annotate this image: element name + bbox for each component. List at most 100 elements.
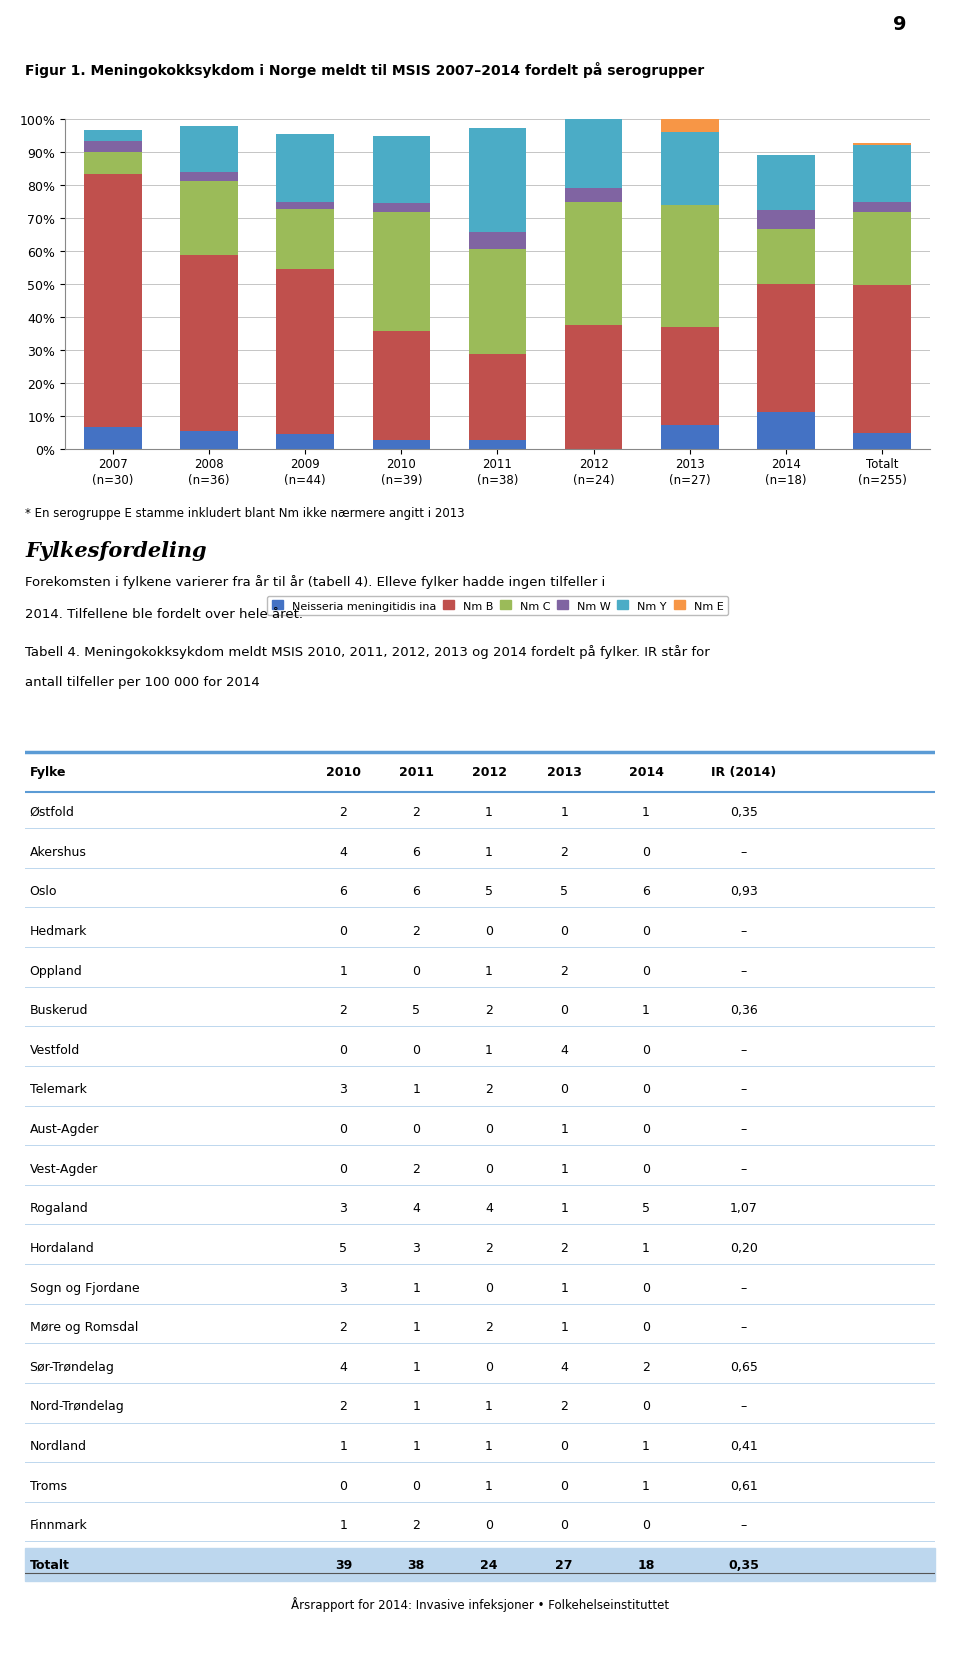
Bar — [757, 156, 815, 211]
Text: 5: 5 — [340, 1241, 348, 1255]
Text: 1: 1 — [642, 1004, 650, 1017]
Text: 0: 0 — [642, 925, 650, 937]
Text: 1: 1 — [642, 806, 650, 818]
Text: Forekomsten i fylkene varierer fra år til år (tabell 4). Elleve fylker hadde ing: Forekomsten i fylkene varierer fra år ti… — [25, 574, 605, 589]
Text: 2: 2 — [340, 1400, 348, 1412]
Text: 0: 0 — [340, 1163, 348, 1174]
Text: 0: 0 — [412, 1479, 420, 1492]
Text: 2: 2 — [413, 925, 420, 937]
Text: 39: 39 — [335, 1558, 352, 1571]
Bar — [468, 251, 526, 355]
Bar — [180, 256, 238, 432]
Text: 2011: 2011 — [398, 766, 434, 780]
Bar — [84, 142, 142, 152]
Text: 27: 27 — [556, 1558, 573, 1571]
Text: 0: 0 — [485, 1282, 493, 1293]
Bar — [372, 204, 430, 212]
Text: 1: 1 — [413, 1360, 420, 1374]
Bar — [180, 432, 238, 450]
Text: 4: 4 — [485, 1201, 493, 1215]
Bar — [564, 326, 622, 450]
Legend: Neisseria meningitidis ina, Nm B, Nm C, Nm W, Nm Y, Nm E: Neisseria meningitidis ina, Nm B, Nm C, … — [267, 596, 728, 616]
Text: 2: 2 — [561, 1400, 568, 1412]
Text: Hedmark: Hedmark — [30, 925, 87, 937]
Bar — [180, 127, 238, 172]
Text: 2: 2 — [485, 1241, 493, 1255]
Bar — [84, 174, 142, 428]
Bar — [276, 269, 334, 435]
Text: 0: 0 — [340, 1479, 348, 1492]
Text: 0,35: 0,35 — [730, 806, 757, 818]
Text: 1: 1 — [485, 1439, 493, 1452]
Bar — [660, 206, 718, 328]
Text: 1: 1 — [561, 1201, 568, 1215]
Text: 0: 0 — [561, 1519, 568, 1531]
Text: Finnmark: Finnmark — [30, 1519, 87, 1531]
Text: 0: 0 — [412, 1044, 420, 1056]
Bar — [660, 328, 718, 425]
Text: 1: 1 — [413, 1439, 420, 1452]
Text: Figur 1. Meningokokksykdom i Norge meldt til MSIS 2007–2014 fordelt på serogrupp: Figur 1. Meningokokksykdom i Norge meldt… — [25, 62, 705, 79]
Text: antall tilfeller per 100 000 for 2014: antall tilfeller per 100 000 for 2014 — [25, 676, 260, 689]
Text: 1: 1 — [413, 1320, 420, 1333]
Text: Møre og Romsdal: Møre og Romsdal — [30, 1320, 138, 1333]
Text: Aust-Agder: Aust-Agder — [30, 1123, 99, 1136]
Text: IR (2014): IR (2014) — [711, 766, 777, 780]
Text: 0: 0 — [642, 1320, 650, 1333]
Text: 2: 2 — [413, 1163, 420, 1174]
Text: 1: 1 — [485, 1044, 493, 1056]
Bar — [372, 212, 430, 331]
Bar — [276, 435, 334, 450]
Text: 0: 0 — [642, 1082, 650, 1096]
Text: 0: 0 — [642, 845, 650, 858]
Text: 0: 0 — [642, 1123, 650, 1136]
Bar — [468, 129, 526, 233]
Text: 4: 4 — [340, 845, 348, 858]
Text: –: – — [741, 845, 747, 858]
Text: 0,41: 0,41 — [730, 1439, 757, 1452]
Text: 0: 0 — [642, 1519, 650, 1531]
Bar — [180, 182, 238, 256]
Text: 1: 1 — [413, 1282, 420, 1293]
Text: 0,65: 0,65 — [730, 1360, 757, 1374]
Bar — [564, 189, 622, 202]
Bar — [468, 355, 526, 442]
Bar — [372, 331, 430, 442]
Text: Nordland: Nordland — [30, 1439, 86, 1452]
Text: 0,93: 0,93 — [730, 885, 757, 898]
Text: 1: 1 — [340, 1519, 348, 1531]
Bar — [660, 425, 718, 450]
Text: 1: 1 — [485, 845, 493, 858]
Text: 0: 0 — [561, 1479, 568, 1492]
Text: 2: 2 — [413, 1519, 420, 1531]
Text: 1: 1 — [561, 806, 568, 818]
Text: 1: 1 — [561, 1320, 568, 1333]
Text: Totalt: Totalt — [30, 1558, 69, 1571]
Bar — [853, 435, 911, 450]
Bar — [564, 202, 622, 326]
Text: 0: 0 — [412, 964, 420, 977]
Text: 1: 1 — [485, 1400, 493, 1412]
Text: –: – — [741, 1163, 747, 1174]
Bar — [84, 130, 142, 142]
Text: 1: 1 — [561, 1163, 568, 1174]
Bar — [372, 137, 430, 204]
Text: 0: 0 — [561, 925, 568, 937]
Text: 4: 4 — [561, 1360, 568, 1374]
Bar — [276, 211, 334, 269]
Text: –: – — [741, 1044, 747, 1056]
Text: 3: 3 — [340, 1082, 348, 1096]
Text: 4: 4 — [413, 1201, 420, 1215]
Text: 2010: 2010 — [326, 766, 361, 780]
Text: 0: 0 — [340, 925, 348, 937]
Text: –: – — [741, 1519, 747, 1531]
Bar — [660, 132, 718, 206]
Text: * En serogruppe E stamme inkludert blant Nm ikke nærmere angitt i 2013: * En serogruppe E stamme inkludert blant… — [25, 507, 465, 520]
Text: 1: 1 — [340, 1439, 348, 1452]
Text: 2: 2 — [485, 1004, 493, 1017]
Bar — [372, 442, 430, 450]
Text: Fylke: Fylke — [30, 766, 66, 780]
Bar — [853, 286, 911, 435]
Text: –: – — [741, 1123, 747, 1136]
Text: 5: 5 — [642, 1201, 650, 1215]
